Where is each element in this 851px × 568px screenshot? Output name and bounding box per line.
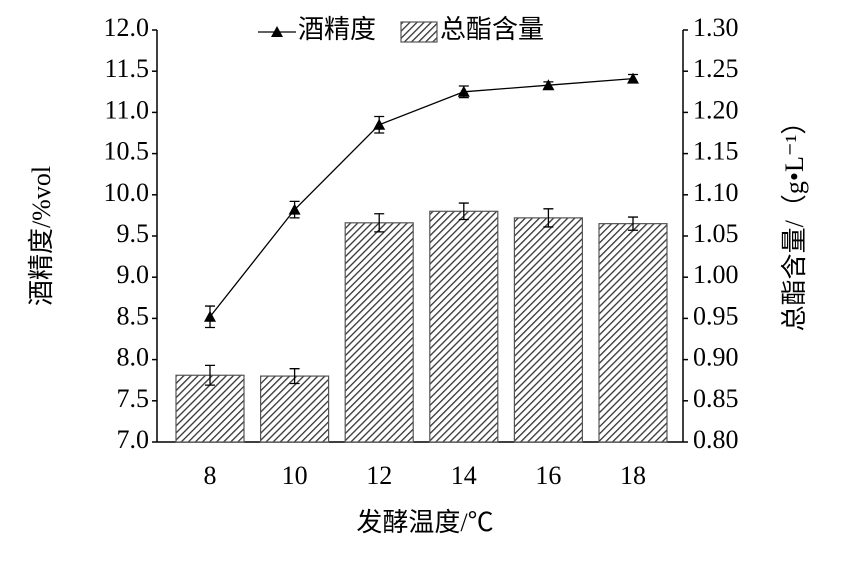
y-tick-label: 10.5 [104,137,150,166]
y-tick-label: 8.0 [117,343,150,372]
bar [598,223,668,443]
legend-swatch [400,21,438,43]
y2-tick-label: 1.00 [693,260,739,289]
legend-marker [271,26,283,37]
y-tick-label: 8.5 [117,301,150,330]
error-bar [289,368,300,385]
error-bar [628,216,638,231]
x-tick-label: 16 [535,461,561,490]
y-tick-label: 12.0 [104,13,150,42]
x-tick-label: 8 [204,461,217,490]
y-tick-label: 7.5 [117,384,150,413]
bar [429,210,499,443]
legend-label: 总酯含量 [440,15,544,44]
marker [542,79,555,91]
marker [627,72,639,84]
marker [288,203,301,215]
bar [344,222,414,443]
marker [204,310,216,322]
y-tick-label: 11.5 [104,54,149,83]
y-tick-label: 10.0 [104,178,150,207]
y2-tick-label: 0.95 [693,301,739,330]
y2-tick-label: 0.80 [693,425,739,454]
bar [513,217,584,443]
y-tick-label: 11.0 [104,95,149,124]
y2-tick-label: 1.30 [693,13,739,42]
y-axis-title: 酒精度/%vol [27,166,56,306]
error-bar [205,364,215,386]
error-bar [374,213,385,233]
y-tick-label: 7.0 [117,425,150,454]
x-axis-title: 发酵温度/℃ [356,508,493,537]
y-tick-label: 9.5 [117,219,150,248]
y2-tick-label: 0.85 [693,384,739,413]
y2-axis-title: 总酯含量/（g•L⁻¹） [780,109,809,332]
x-tick-label: 18 [620,461,646,490]
error-bar [458,202,469,221]
error-bar [543,208,554,228]
y2-tick-label: 0.90 [693,343,739,372]
x-tick-label: 10 [282,461,308,490]
y2-tick-label: 1.10 [693,178,739,207]
bar [260,375,330,443]
x-tick-label: 14 [451,461,477,490]
y2-tick-label: 1.20 [693,95,739,124]
legend-label: 酒精度 [298,15,376,44]
marker [457,85,470,97]
y-tick-label: 9.0 [117,260,150,289]
y2-tick-label: 1.05 [693,219,739,248]
y2-tick-label: 1.15 [693,137,739,166]
marker [373,118,386,130]
y2-tick-label: 1.25 [693,54,739,83]
line [209,77,634,318]
x-tick-label: 12 [366,461,392,490]
